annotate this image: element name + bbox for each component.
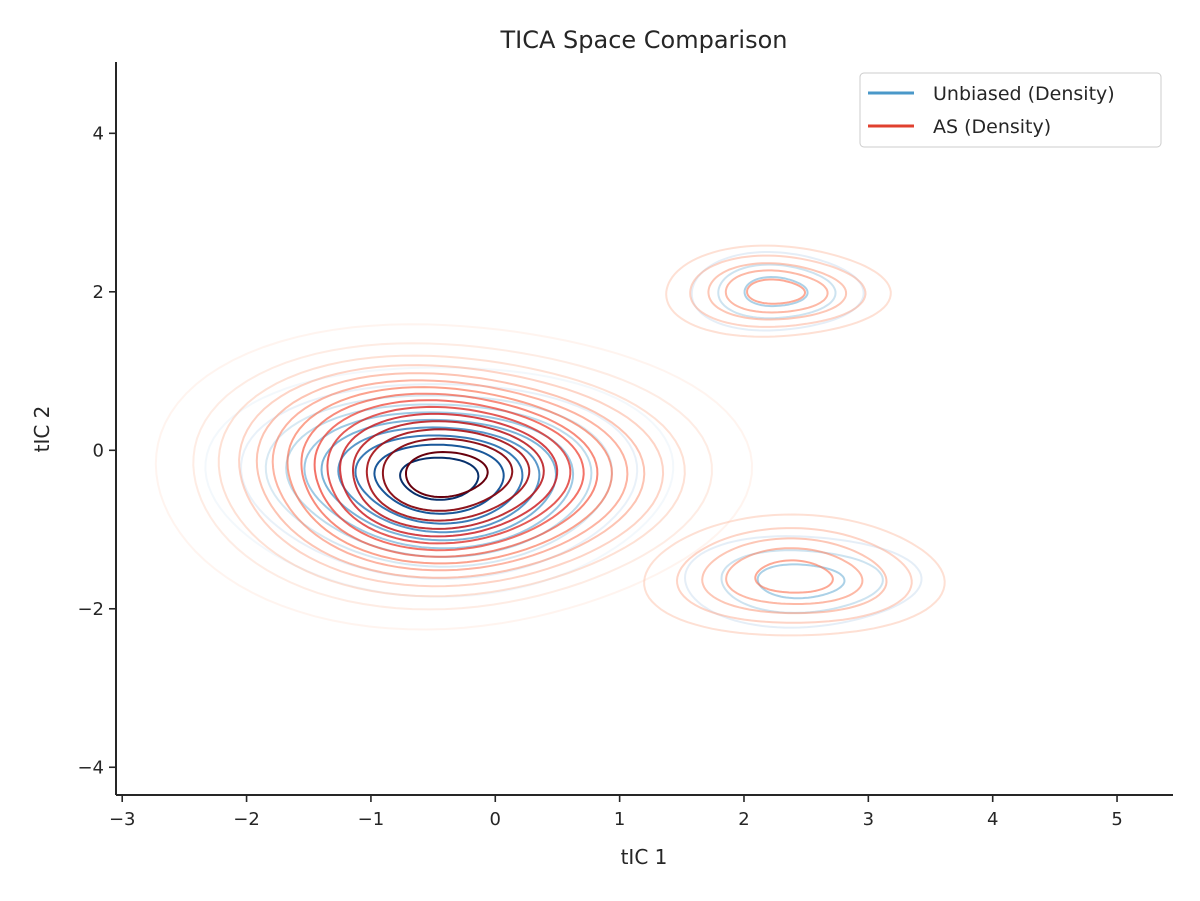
x-tick-label: 5 — [1111, 809, 1122, 830]
y-tick-label: −4 — [77, 757, 104, 778]
contour-line-as — [707, 262, 848, 321]
contour-line-unbiased — [264, 394, 614, 568]
contour-line-as — [365, 428, 531, 522]
contour-line-as — [351, 420, 545, 530]
contour-line-as — [643, 513, 946, 637]
y-axis-ticks: −4 −2 0 2 4 — [77, 123, 116, 778]
contour-line-as — [238, 364, 665, 588]
y-tick-label: 0 — [93, 440, 104, 461]
contour-line-as — [701, 537, 888, 615]
x-tick-label: 4 — [987, 809, 998, 830]
contour-line-unbiased — [399, 456, 480, 501]
x-axis-ticks: −3 −2 −1 0 1 2 3 4 5 — [109, 795, 1123, 830]
contour-line-as — [381, 437, 514, 512]
contour-line-as — [746, 278, 807, 305]
legend-label-unbiased: Unbiased (Density) — [933, 83, 1115, 105]
contour-line-as — [192, 342, 713, 611]
contour-line-as — [689, 254, 867, 328]
contour-line-as — [154, 323, 754, 631]
x-tick-label: 2 — [738, 809, 749, 830]
contour-line-unbiased — [720, 549, 884, 614]
contour-line-unbiased — [320, 418, 558, 542]
y-axis-label: tIC 2 — [30, 406, 54, 453]
contour-line-unbiased — [204, 366, 675, 598]
contour-line-as — [675, 527, 913, 624]
contour-line-as — [665, 244, 892, 338]
contour-line-as — [725, 547, 864, 605]
contour-line-as — [300, 392, 599, 558]
contour-line-as — [724, 269, 829, 314]
legend-frame — [859, 72, 1162, 148]
contour-line-as — [405, 450, 489, 498]
x-tick-label: 3 — [863, 809, 874, 830]
chart-title: TICA Space Comparison — [499, 26, 787, 54]
contour-line-unbiased — [690, 251, 865, 332]
contour-line-unbiased — [373, 443, 505, 515]
contour-line-unbiased — [337, 426, 541, 534]
contour-plot-area — [154, 244, 946, 637]
x-tick-label: −1 — [358, 809, 385, 830]
y-tick-label: 4 — [93, 123, 104, 144]
y-tick-label: 2 — [93, 282, 104, 303]
contour-line-as — [313, 399, 585, 552]
contour-line-as — [255, 372, 646, 579]
contour-line-as — [286, 386, 613, 565]
x-axis-label: tIC 1 — [621, 845, 668, 869]
x-tick-label: 1 — [614, 809, 625, 830]
contour-line-as — [339, 412, 559, 538]
x-tick-label: 0 — [490, 809, 501, 830]
contour-line-as — [326, 405, 572, 545]
contour-line-as — [754, 559, 834, 594]
contour-line-as — [271, 379, 629, 572]
chart-legend: Unbiased (Density) AS (Density) — [859, 72, 1162, 148]
contour-line-unbiased — [303, 411, 575, 550]
x-tick-label: −2 — [233, 809, 260, 830]
legend-label-as: AS (Density) — [933, 116, 1051, 138]
contour-line-as — [217, 354, 686, 598]
x-tick-label: −3 — [109, 809, 136, 830]
contour-line-unbiased — [717, 263, 837, 320]
contour-line-unbiased — [683, 535, 923, 629]
contour-line-unbiased — [743, 275, 809, 308]
contour-line-unbiased — [354, 434, 524, 525]
y-tick-label: −2 — [77, 599, 104, 620]
